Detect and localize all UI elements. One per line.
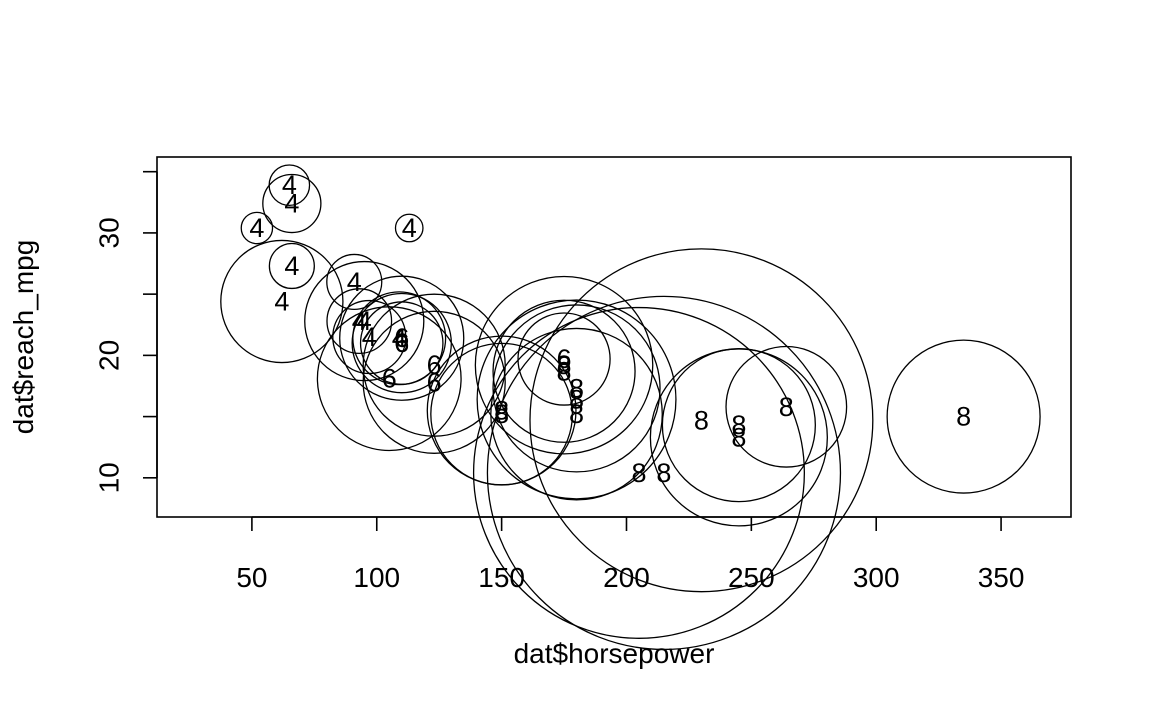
x-tick-label: 250 [728, 562, 775, 593]
data-point-bubble [268, 242, 315, 290]
data-point-bubble [339, 275, 465, 401]
data-point-label: 8 [656, 458, 671, 488]
x-tick-label: 50 [236, 562, 267, 593]
data-point-label: 4 [402, 213, 417, 243]
data-point-bubble [725, 345, 848, 468]
data-point-label: 8 [569, 399, 584, 429]
x-tick-label: 350 [978, 562, 1025, 593]
data-point-label: 8 [569, 384, 584, 414]
data-point-label: 8 [557, 350, 572, 380]
data-point-bubble [474, 275, 654, 455]
data-point-label: 8 [494, 395, 509, 425]
y-tick-label: 10 [94, 462, 125, 493]
data-point-label: 8 [731, 410, 746, 440]
data-point-label: 4 [284, 189, 299, 219]
x-tick-label: 200 [603, 562, 650, 593]
y-tick-label: 20 [94, 340, 125, 371]
data-point-label: 4 [284, 251, 299, 281]
data-point-label: 6 [557, 344, 572, 374]
data-point-bubble [472, 306, 806, 639]
data-point-label: 4 [352, 306, 367, 336]
data-point-label: 4 [249, 213, 264, 243]
data-point-label: 8 [779, 392, 794, 422]
data-point-label: 8 [631, 458, 646, 488]
data-point-label: 8 [731, 422, 746, 452]
data-point-bubble [220, 239, 344, 364]
data-point-bubble [649, 348, 828, 527]
data-point-label: 6 [382, 364, 397, 394]
data-point-label: 8 [494, 399, 509, 429]
y-axis-title: dat$reach_mpg [8, 240, 39, 435]
y-axis: 10 20 30 [94, 170, 158, 493]
x-axis: 50 100 150 200 250 300 350 [236, 516, 1025, 593]
x-axis-title: dat$horsepower [514, 638, 715, 669]
data-point-bubble [529, 248, 874, 593]
y-tick-label: 30 [94, 217, 125, 248]
data-point-bubble [517, 312, 611, 406]
data-point-bubble [326, 253, 383, 311]
data-point-label: 8 [956, 402, 971, 432]
data-point-label: 8 [694, 405, 709, 435]
x-tick-label: 300 [853, 562, 900, 593]
data-point-bubble [886, 339, 1041, 494]
data-point-label: 4 [282, 170, 297, 200]
data-point-bubble [240, 211, 274, 245]
x-tick-label: 150 [478, 562, 525, 593]
data-point-bubble [430, 342, 574, 486]
data-point-label: 4 [274, 286, 289, 316]
data-point-bubble [268, 164, 311, 207]
x-tick-label: 100 [353, 562, 400, 593]
data-point-bubble [476, 299, 677, 500]
data-point-bubble [262, 173, 322, 234]
data-point-bubble [486, 295, 842, 651]
data-point-label: 4 [362, 322, 377, 352]
data-point-bubble [362, 310, 506, 454]
data-point-label: 4 [347, 267, 362, 297]
data-point-bubble [492, 304, 661, 473]
data-point-bubble [352, 291, 447, 386]
data-point-bubble [394, 213, 424, 243]
data-point-bubble [326, 288, 393, 355]
data-point-label: 4 [392, 323, 407, 353]
data-point-label: 8 [569, 373, 584, 403]
